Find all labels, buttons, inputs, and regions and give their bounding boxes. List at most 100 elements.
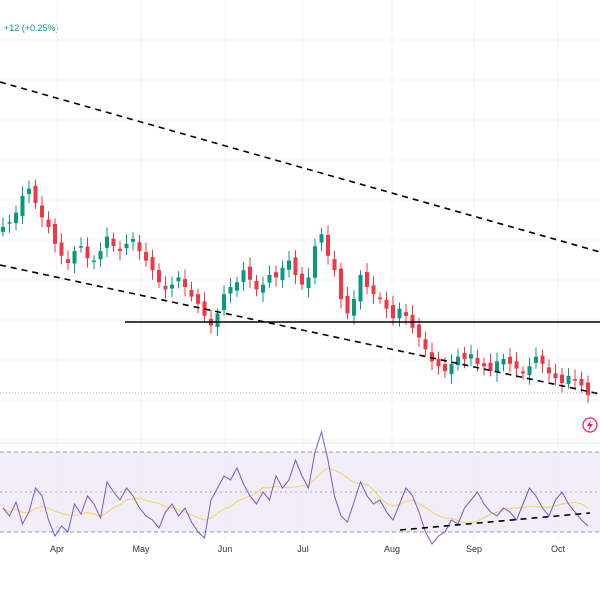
candle-body xyxy=(53,223,57,244)
candle-body xyxy=(404,312,408,316)
candle-body xyxy=(14,212,18,224)
candle-body xyxy=(482,363,486,367)
candle-body xyxy=(261,284,265,293)
candle-body xyxy=(59,242,64,256)
candles xyxy=(1,179,590,404)
candle-body xyxy=(371,285,376,295)
rsi-pane xyxy=(0,430,600,545)
candle-body xyxy=(579,378,584,386)
x-axis-label-aug: Aug xyxy=(384,544,400,554)
candle-body xyxy=(352,299,356,316)
candle-body xyxy=(150,257,155,271)
candle-body xyxy=(397,308,402,319)
candle-body xyxy=(111,238,116,247)
candle-body xyxy=(105,236,109,248)
candle-body xyxy=(378,297,382,300)
candle-body xyxy=(40,205,44,218)
candle-body xyxy=(248,266,252,280)
candle-body xyxy=(267,275,272,283)
x-axis-label-apr: Apr xyxy=(50,544,64,554)
candle-body xyxy=(469,354,473,359)
candle-body xyxy=(501,359,506,365)
candle-body xyxy=(287,260,291,270)
candle-body xyxy=(222,294,226,310)
candle-body xyxy=(137,242,142,251)
price-change-label: +12 (+0.25%) xyxy=(4,23,59,33)
candle-body xyxy=(66,259,70,263)
x-axis-label-may: May xyxy=(132,544,150,554)
candle-body xyxy=(443,364,447,371)
candle-body xyxy=(313,246,317,278)
candle-body xyxy=(170,284,174,289)
candle-body xyxy=(79,246,83,248)
candle-body xyxy=(131,239,135,242)
candle-body xyxy=(417,324,421,338)
candle-body xyxy=(46,219,51,227)
candle-body xyxy=(534,356,538,363)
candle-body xyxy=(183,279,187,287)
candle-body xyxy=(586,382,590,395)
candle-body xyxy=(254,280,259,290)
candle-body xyxy=(326,234,330,256)
candle-body xyxy=(456,356,460,366)
candle-body xyxy=(332,259,337,271)
channel-upper-trendline[interactable] xyxy=(0,81,600,253)
candle-body xyxy=(72,251,77,264)
candle-body xyxy=(163,285,168,290)
candle-body xyxy=(196,294,200,304)
channel-lower-trendline[interactable] xyxy=(0,264,600,395)
candle-body xyxy=(462,353,467,359)
candle-body xyxy=(560,374,564,383)
candle-body xyxy=(280,267,285,281)
candle-body xyxy=(553,373,558,379)
candle-body xyxy=(566,375,571,384)
candle-body xyxy=(547,367,551,374)
candle-body xyxy=(1,227,5,232)
candle-body xyxy=(98,251,103,260)
candle-body xyxy=(306,277,311,289)
candle-body xyxy=(33,185,38,203)
candle-body xyxy=(488,362,493,371)
x-axis-label-jul: Jul xyxy=(297,544,309,554)
candle-body xyxy=(540,355,545,364)
candle-body xyxy=(228,287,233,294)
candle-body xyxy=(508,356,512,364)
candle-body xyxy=(144,252,148,261)
candle-body xyxy=(176,277,181,282)
candle-body xyxy=(358,275,363,302)
x-axis[interactable]: Apr May Jun Jul Aug Sep Oct xyxy=(50,544,566,554)
candle-body xyxy=(345,295,350,314)
candle-body xyxy=(7,222,12,224)
candle-body xyxy=(319,234,324,243)
candle-body xyxy=(20,195,25,216)
candle-body xyxy=(124,243,129,249)
candle-body xyxy=(365,272,369,287)
candle-body xyxy=(215,313,220,327)
lightning-icon[interactable] xyxy=(582,417,598,433)
candle-body xyxy=(27,188,31,195)
candle-body xyxy=(573,379,577,381)
candle-body xyxy=(384,299,389,309)
candle-body xyxy=(436,358,441,367)
candle-body xyxy=(157,270,161,283)
candle-body xyxy=(274,272,278,278)
candle-body xyxy=(430,352,434,362)
candle-body xyxy=(300,273,304,285)
candle-body xyxy=(521,371,525,374)
candle-body xyxy=(495,361,499,373)
candle-body xyxy=(527,366,532,376)
candle-body xyxy=(241,270,246,282)
candle-body xyxy=(235,282,239,291)
candle-body xyxy=(189,289,194,297)
candle-body xyxy=(423,339,428,350)
rsi-rising-trendline[interactable] xyxy=(399,512,591,531)
x-axis-label-sep: Sep xyxy=(466,544,482,554)
candle-body xyxy=(475,357,480,364)
candle-body xyxy=(449,363,454,375)
candle-body xyxy=(514,361,519,369)
x-axis-label-jun: Jun xyxy=(218,544,233,554)
rsi-line xyxy=(2,430,589,545)
x-axis-label-oct: Oct xyxy=(551,544,566,554)
candle-body xyxy=(118,248,122,251)
